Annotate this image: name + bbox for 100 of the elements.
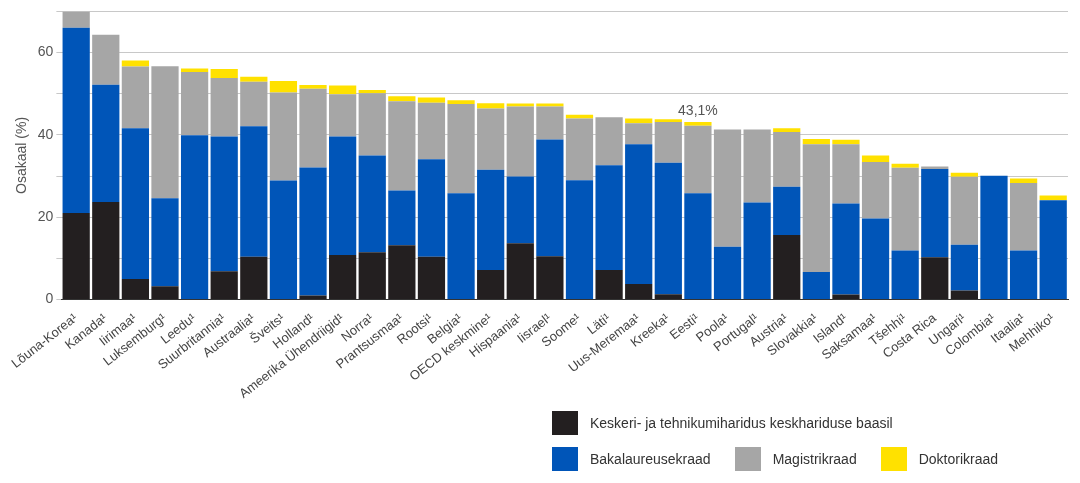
- bar: [240, 76, 268, 82]
- bar: [743, 202, 771, 300]
- bar: [713, 246, 742, 300]
- legend-label: Doktorikraad: [918, 451, 999, 467]
- bar: [950, 244, 978, 291]
- bar: [536, 106, 564, 140]
- bar: [506, 243, 534, 300]
- bar: [1009, 183, 1038, 251]
- bar: [891, 250, 919, 300]
- bar: [447, 100, 475, 105]
- legend-label: Keskeri- ja tehnikumiharidus keskhariduse baasil: [590, 415, 893, 431]
- bar: [180, 135, 209, 300]
- bar: [625, 118, 653, 124]
- bar: [861, 218, 890, 300]
- bar: [417, 102, 446, 160]
- bar: [329, 136, 357, 256]
- bar: [773, 128, 801, 132]
- bar: [802, 139, 830, 145]
- bar: [1039, 200, 1067, 300]
- bar: [506, 106, 534, 177]
- bar: [180, 68, 209, 72]
- bar: [802, 271, 830, 300]
- bar: [625, 123, 653, 145]
- bar: [299, 85, 327, 89]
- bar: [358, 93, 386, 156]
- bar: [299, 167, 327, 296]
- bar: [151, 66, 179, 199]
- bar: [299, 295, 327, 300]
- bar: [329, 255, 357, 300]
- bar: [388, 190, 416, 246]
- bar: [210, 271, 238, 300]
- bar: [388, 96, 416, 102]
- bar: [861, 155, 890, 163]
- bar: [269, 180, 298, 300]
- bar: [625, 144, 653, 284]
- bar: [861, 162, 890, 219]
- y-tick-label: 0: [45, 290, 54, 307]
- bar: [773, 234, 801, 300]
- bar: [121, 128, 150, 279]
- bar: [625, 283, 653, 300]
- bar: [891, 163, 919, 168]
- bar: [358, 155, 386, 253]
- annotation: 43,1%: [678, 101, 718, 118]
- bar: [921, 257, 949, 300]
- bar: [121, 278, 150, 300]
- y-tick-label: 60: [37, 43, 54, 60]
- bar: [477, 103, 505, 109]
- bar: [388, 245, 416, 300]
- bar: [388, 101, 416, 191]
- bar: [417, 256, 446, 300]
- bar: [210, 69, 238, 79]
- bar: [654, 122, 682, 163]
- bar: [240, 256, 268, 300]
- bar: [151, 286, 179, 300]
- bar: [654, 162, 682, 295]
- bar: [240, 126, 268, 257]
- bar: [565, 180, 594, 300]
- bar: [447, 193, 475, 300]
- bar: [832, 144, 860, 204]
- y-axis-title: Osakaal (%): [13, 116, 30, 194]
- bar: [595, 165, 623, 270]
- y-tick-label: 40: [37, 125, 54, 142]
- bar: [210, 78, 238, 137]
- bar: [950, 176, 978, 245]
- y-tick-label: 20: [37, 208, 54, 225]
- bar: [832, 139, 860, 145]
- bar: [921, 169, 949, 258]
- bar: [417, 159, 446, 257]
- bar: [684, 193, 712, 300]
- bar: [654, 119, 682, 123]
- bar: [240, 81, 268, 127]
- bar: [62, 213, 90, 300]
- bar: [62, 11, 90, 28]
- bar: [269, 92, 298, 181]
- bar: [506, 176, 534, 244]
- legend-label: Bakalaureusekraad: [590, 451, 711, 467]
- bar: [802, 144, 830, 272]
- bar: [536, 139, 564, 257]
- bar: [151, 198, 179, 287]
- bar: [92, 84, 120, 202]
- bar: [565, 118, 594, 181]
- bar: [950, 290, 978, 300]
- bar: [417, 97, 446, 103]
- bar: [536, 256, 564, 300]
- bar: [891, 167, 919, 251]
- bar: [210, 136, 238, 272]
- legend-label: Magistrikraad: [772, 451, 857, 467]
- bar: [121, 66, 150, 129]
- bar: [92, 201, 120, 300]
- bar: [595, 269, 623, 300]
- bar: [121, 60, 150, 67]
- bar: [358, 252, 386, 300]
- bar: [654, 294, 682, 300]
- bar: [477, 108, 505, 170]
- bar: [743, 129, 771, 203]
- bar: [1039, 195, 1067, 201]
- bar: [329, 94, 357, 137]
- bar: [684, 125, 712, 194]
- bar: [1009, 250, 1038, 300]
- bar: [773, 186, 801, 235]
